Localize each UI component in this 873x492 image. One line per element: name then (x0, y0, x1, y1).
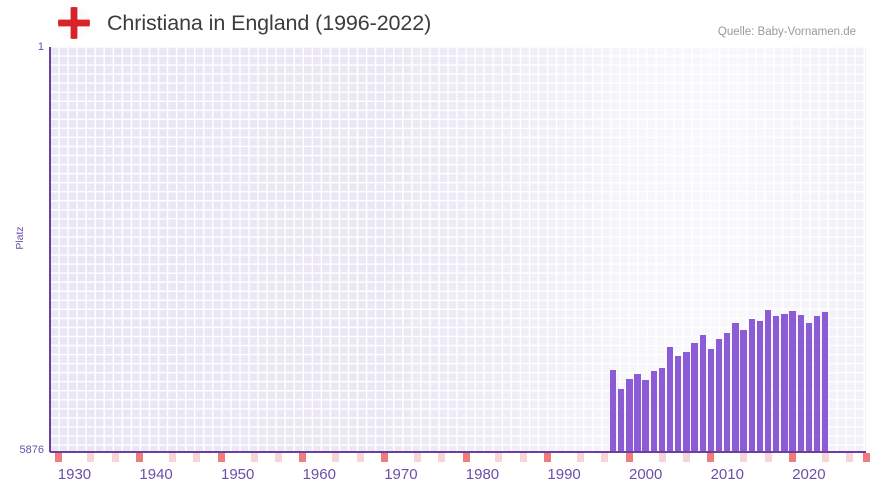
axis-mark (544, 453, 552, 462)
x-axis-tick-label: 1980 (465, 466, 500, 483)
bar[interactable] (683, 351, 690, 452)
bar[interactable] (732, 323, 739, 452)
bar[interactable] (715, 338, 723, 452)
bar[interactable] (609, 370, 617, 452)
bar[interactable] (781, 313, 788, 452)
axis-mark (413, 453, 421, 462)
axis-mark (217, 453, 225, 462)
chart-header: Christiana in England (1996-2022) Quelle… (0, 0, 873, 47)
bar[interactable] (666, 346, 674, 452)
bar[interactable] (764, 310, 772, 452)
x-axis-tick-label: 1970 (384, 466, 418, 483)
axis-mark (740, 453, 748, 462)
bar[interactable] (805, 322, 813, 452)
axis-marks (50, 453, 870, 462)
axis-mark (250, 453, 258, 462)
bar[interactable] (789, 310, 796, 452)
axis-mark (625, 453, 633, 462)
axis-mark (601, 453, 609, 462)
axis-mark (462, 453, 470, 462)
bar[interactable] (650, 370, 658, 452)
bar-series (50, 47, 866, 452)
axis-mark (846, 453, 854, 462)
axis-mark (764, 453, 772, 462)
axis-mark (87, 453, 95, 462)
bar[interactable] (658, 368, 666, 452)
y-axis-top-label: 1 (37, 41, 44, 53)
axis-mark (356, 453, 364, 462)
x-axis-tick-label: 2010 (710, 466, 744, 483)
x-axis-tick-label: 2000 (628, 466, 663, 483)
axis-mark (821, 453, 829, 462)
x-axis-tick-label: 1930 (57, 466, 92, 483)
axis-mark (519, 453, 527, 462)
axis-mark (495, 453, 503, 462)
bar[interactable] (634, 373, 641, 452)
bar[interactable] (773, 316, 780, 452)
england-flag-icon (58, 7, 90, 39)
x-axis-tick-label: 1950 (220, 466, 255, 483)
x-axis-ticks: 1930 1940 1950 1960 1970 1980 1990 2000 2010 2020 (0, 453, 873, 492)
axis-mark (332, 453, 340, 462)
bar[interactable] (740, 330, 747, 452)
axis-mark (682, 453, 690, 462)
bar[interactable] (748, 318, 755, 452)
bar[interactable] (642, 379, 649, 452)
x-axis-tick-label: 1960 (302, 466, 336, 483)
bar[interactable] (699, 335, 706, 452)
x-axis-tick-label: 2020 (792, 466, 826, 483)
axis-mark (789, 453, 797, 462)
axis-mark (658, 453, 666, 462)
y-axis-line (49, 47, 51, 452)
axis-mark (438, 453, 446, 462)
y-axis-title: Platz (14, 226, 26, 250)
bar[interactable] (626, 379, 633, 452)
axis-mark (381, 453, 389, 462)
x-axis-line (50, 451, 866, 453)
page-title: Christiana in England (1996-2022) (107, 11, 432, 35)
bar[interactable] (756, 321, 764, 452)
x-axis-tick-label: 1940 (139, 466, 173, 483)
axis-mark (136, 453, 144, 462)
axis-mark (111, 453, 119, 462)
bar[interactable] (797, 315, 804, 452)
plot-area (50, 47, 866, 452)
axis-mark (576, 453, 584, 462)
bar[interactable] (675, 355, 682, 452)
x-axis-tick-label: 1990 (547, 466, 581, 483)
bar[interactable] (707, 348, 715, 452)
bar[interactable] (813, 315, 821, 452)
bar[interactable] (691, 343, 698, 452)
axis-mark (274, 453, 282, 462)
axis-mark (299, 453, 307, 462)
axis-mark (862, 453, 870, 462)
axis-mark (193, 453, 201, 462)
bar[interactable] (618, 388, 625, 452)
axis-mark (707, 453, 715, 462)
source-note: Quelle: Baby-Vornamen.de (717, 26, 856, 38)
axis-mark (168, 453, 176, 462)
y-axis-bottom-label: 5876 (19, 444, 44, 456)
bar[interactable] (822, 312, 829, 452)
bar[interactable] (724, 333, 731, 452)
axis-mark (54, 453, 62, 462)
